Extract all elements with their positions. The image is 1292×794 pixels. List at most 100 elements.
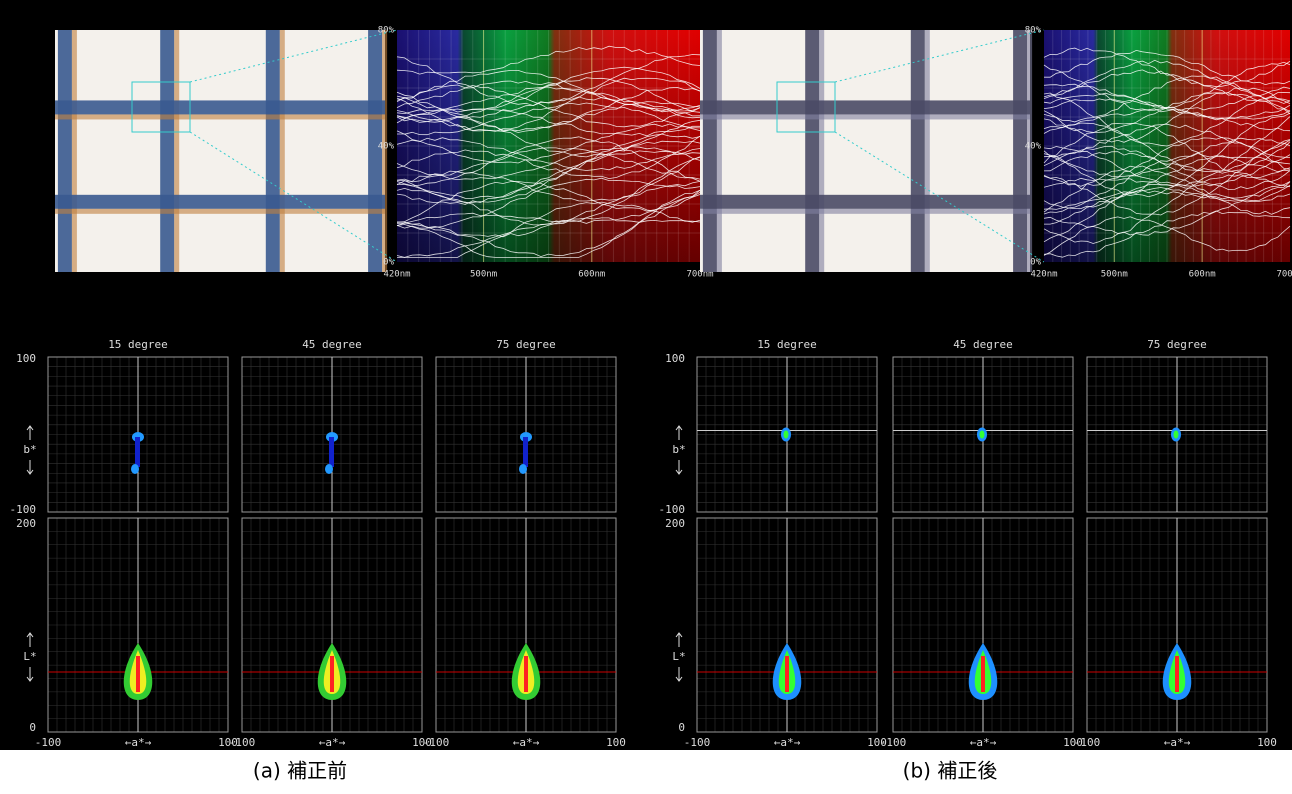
spectrum-curve bbox=[1044, 187, 1291, 225]
spectrum-curve bbox=[397, 123, 701, 164]
axis-arrow bbox=[675, 425, 683, 440]
spectrum-x-label: 700nm bbox=[686, 270, 713, 280]
spectrum-curve bbox=[396, 84, 701, 128]
color-cluster bbox=[1175, 656, 1179, 692]
spectrum-curve bbox=[1043, 59, 1291, 102]
spectrum-curve bbox=[1043, 61, 1291, 111]
a-tick-label: 100 bbox=[218, 736, 238, 749]
spectrum-x-label: 420nm bbox=[1030, 270, 1057, 280]
spectrum-x-label: 600nm bbox=[1189, 270, 1216, 280]
spectrum-curve bbox=[1043, 47, 1291, 88]
a-tick-label: 100 bbox=[412, 736, 432, 749]
l-tick-label: 200 bbox=[665, 517, 685, 530]
mesh-wire bbox=[702, 30, 717, 272]
spectrum-curve bbox=[396, 77, 701, 123]
color-cluster bbox=[519, 464, 527, 474]
spectrum-curve bbox=[1043, 165, 1291, 213]
spectrum-y-label: 0% bbox=[1030, 258, 1041, 268]
plot-title: 75 degree bbox=[496, 338, 556, 351]
axis-arrow bbox=[675, 632, 683, 647]
a-tick-label: -100 bbox=[684, 736, 711, 749]
spectrum-curve bbox=[1043, 139, 1291, 216]
b-tick-label: 100 bbox=[665, 352, 685, 365]
spectrum-curve bbox=[1043, 136, 1291, 187]
spectrum-curve bbox=[396, 136, 701, 187]
a-axis-label: ←a*→ bbox=[970, 736, 997, 749]
a-tick-label: -100 bbox=[880, 736, 907, 749]
spectrum-curve bbox=[1043, 123, 1291, 158]
spectrum-curve bbox=[396, 54, 701, 107]
spectrum-curve bbox=[396, 181, 701, 238]
a-tick-label: -100 bbox=[35, 736, 62, 749]
spectrum-curve bbox=[396, 156, 701, 202]
spectrum-curve bbox=[396, 217, 701, 258]
color-cluster bbox=[979, 430, 985, 439]
mesh-wire bbox=[700, 194, 1030, 209]
spectrum-x-label: 420nm bbox=[383, 270, 410, 280]
color-cluster bbox=[523, 437, 528, 467]
plot-title: 15 degree bbox=[757, 338, 817, 351]
spectrum-curve bbox=[1043, 83, 1291, 112]
spectrum-curve bbox=[1043, 210, 1291, 258]
mesh-wire bbox=[160, 30, 175, 272]
spectrum-curve bbox=[1043, 116, 1291, 186]
a-tick-label: 100 bbox=[1257, 736, 1277, 749]
spectrum-curve bbox=[1043, 92, 1291, 120]
mesh-wire bbox=[57, 30, 72, 272]
spectrum-curve bbox=[396, 140, 701, 199]
spectrum-curve bbox=[396, 146, 701, 181]
plot-title: 75 degree bbox=[1147, 338, 1207, 351]
spectrum-curve bbox=[1043, 152, 1291, 210]
spectrum-curve bbox=[396, 137, 701, 171]
a-tick-label: -100 bbox=[229, 736, 256, 749]
spectrum-curve bbox=[396, 77, 701, 132]
spectrum-curve bbox=[1043, 75, 1291, 123]
mesh-wire bbox=[700, 100, 1030, 115]
color-cluster bbox=[136, 656, 140, 692]
spectrum-curve bbox=[396, 191, 701, 224]
spectrum-x-label: 600nm bbox=[578, 270, 605, 280]
spectrum-curve bbox=[1043, 122, 1291, 172]
mesh-edge bbox=[71, 30, 77, 272]
spectrum-curve bbox=[1043, 92, 1291, 147]
plot-title: 45 degree bbox=[953, 338, 1013, 351]
mesh-edge bbox=[55, 114, 385, 120]
spectrum-curve bbox=[396, 108, 701, 158]
axis-arrow bbox=[26, 632, 34, 647]
l-tick-label: 0 bbox=[678, 721, 685, 734]
plot-title: 45 degree bbox=[302, 338, 362, 351]
plot-title: 15 degree bbox=[108, 338, 168, 351]
axis-arrow bbox=[26, 425, 34, 440]
zoom-line bbox=[189, 29, 398, 83]
a-axis-label: ←a*→ bbox=[513, 736, 540, 749]
color-cluster bbox=[135, 437, 140, 467]
spectrum-curve bbox=[1043, 216, 1291, 256]
b-tick-label: -100 bbox=[659, 503, 686, 516]
spectrum-curve bbox=[396, 135, 701, 180]
color-cluster bbox=[325, 464, 333, 474]
spectrum-curve bbox=[396, 133, 701, 204]
color-cluster bbox=[1173, 430, 1179, 439]
mesh-wire bbox=[55, 194, 385, 209]
mesh-edge bbox=[924, 30, 930, 272]
color-cluster bbox=[981, 656, 985, 692]
spectrum-curve bbox=[1043, 137, 1291, 178]
spectrum-curve bbox=[396, 147, 701, 183]
caption: (a) 補正前 bbox=[253, 759, 347, 783]
spectrum-y-label: 40% bbox=[1025, 142, 1042, 152]
spectrum-curve bbox=[396, 177, 701, 229]
spectrum-curve bbox=[396, 108, 700, 137]
color-cluster bbox=[329, 437, 334, 467]
spectrum-x-label: 500nm bbox=[470, 270, 497, 280]
mesh-edge bbox=[279, 30, 285, 272]
spectrum-curve bbox=[396, 86, 701, 119]
spectrum-y-label: 80% bbox=[1025, 26, 1042, 36]
a-tick-label: 100 bbox=[867, 736, 887, 749]
mesh-wire bbox=[265, 30, 280, 272]
a-axis-label: ←a*→ bbox=[1164, 736, 1191, 749]
color-cluster bbox=[131, 464, 139, 474]
spectrum-curve bbox=[396, 102, 701, 136]
spectrum-curve bbox=[1043, 181, 1291, 215]
a-axis-label: ←a*→ bbox=[774, 736, 801, 749]
color-cluster bbox=[330, 656, 334, 692]
